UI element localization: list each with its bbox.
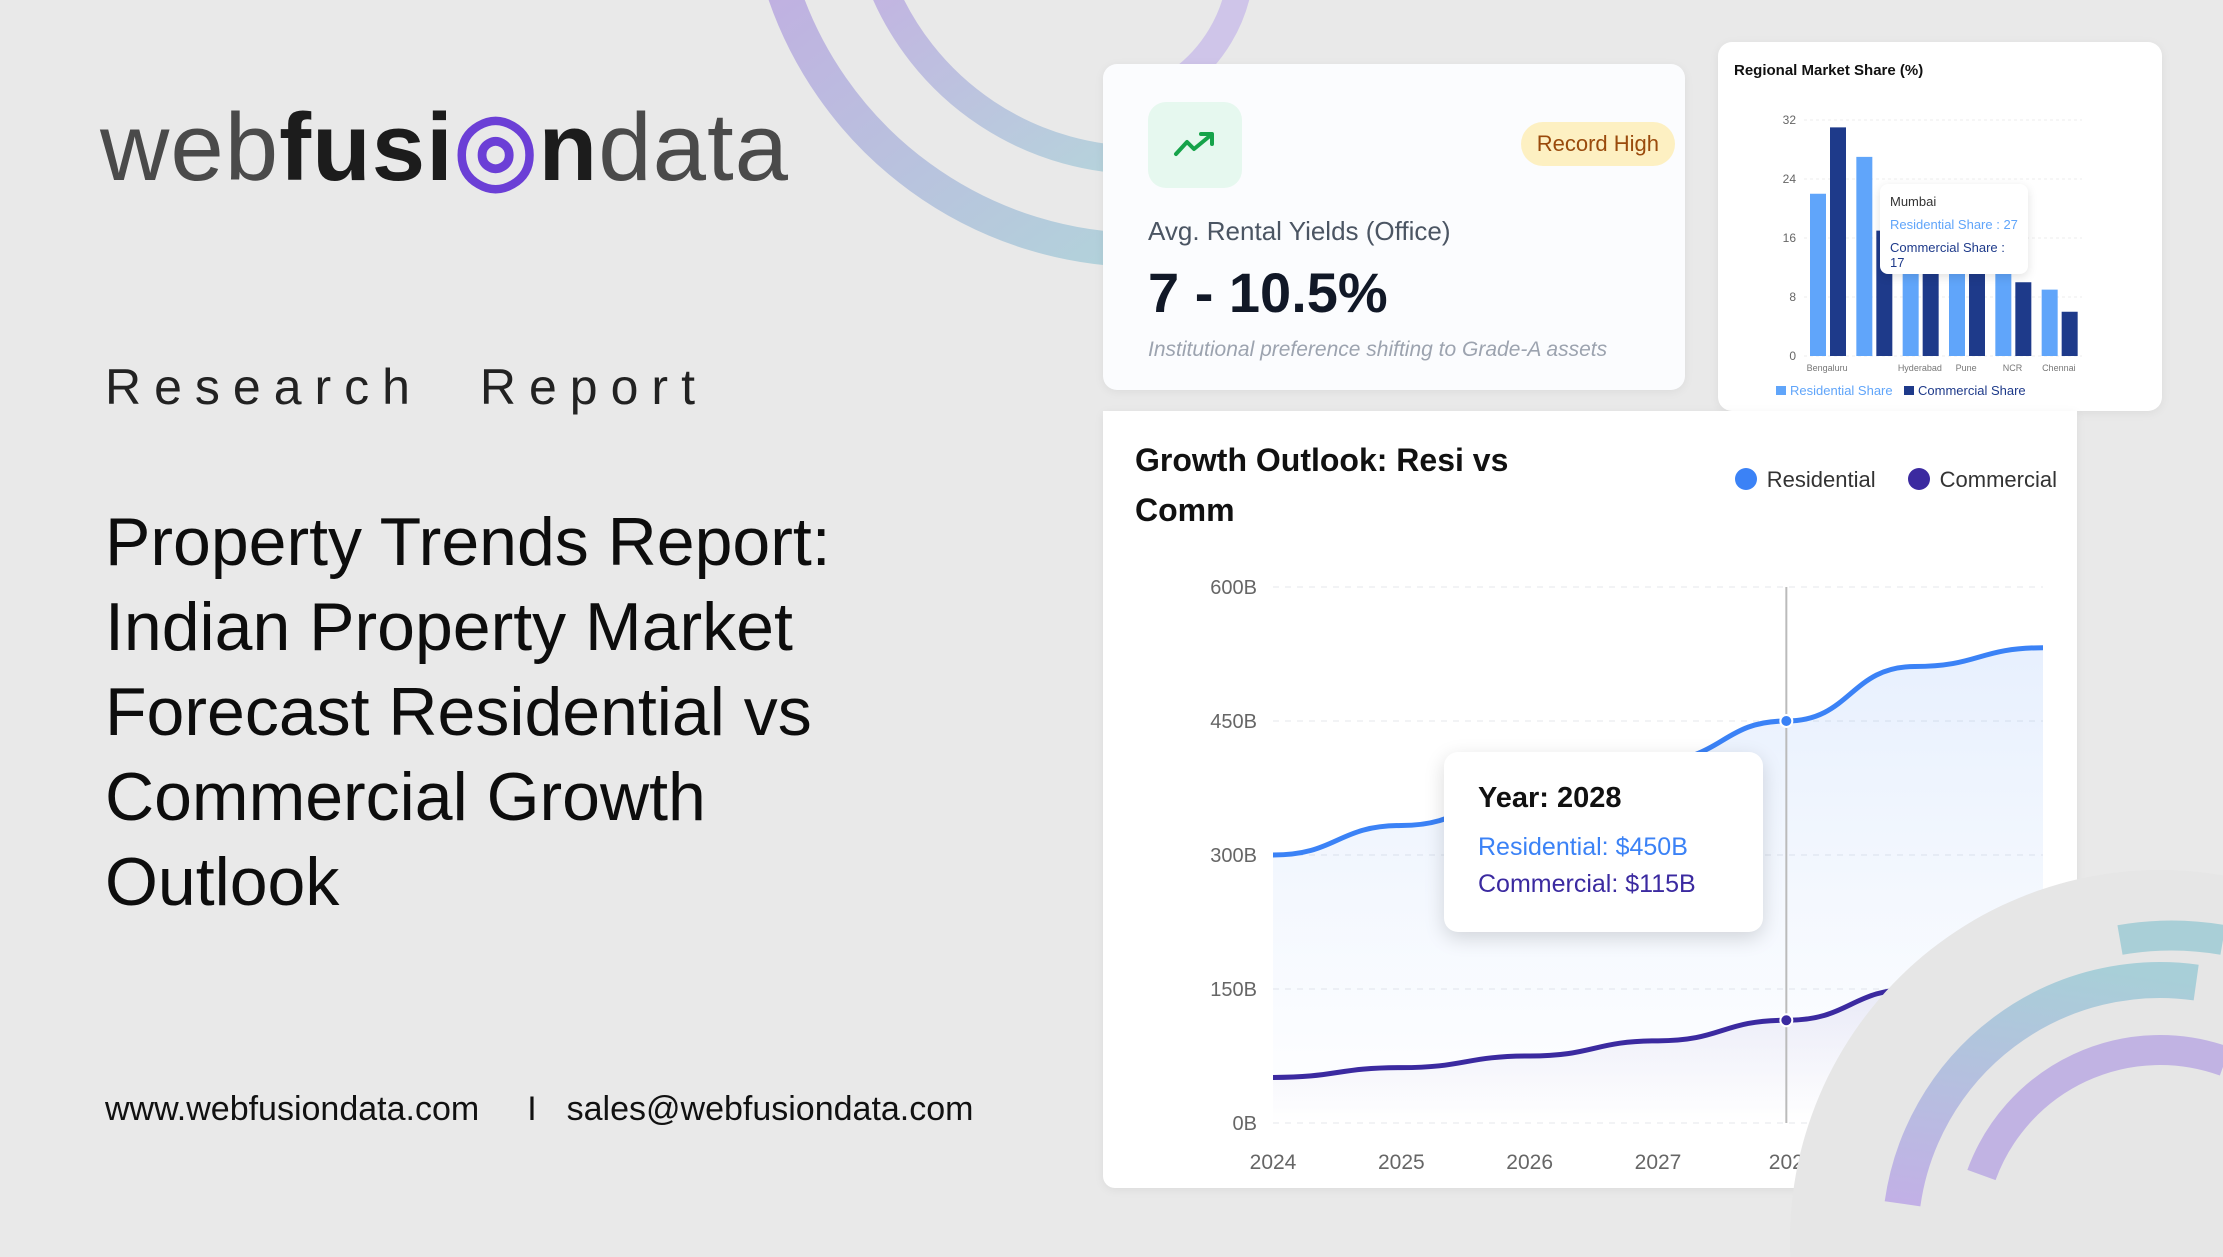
decorative-corner — [1790, 869, 2223, 1257]
x-tick-label: Hyderabad — [1898, 363, 1942, 373]
tooltip-commercial: Commercial Share : 17 — [1890, 240, 2005, 270]
bar-residential-share — [1856, 156, 1873, 356]
active-point — [1779, 714, 1794, 728]
legend-swatch — [1904, 386, 1914, 395]
active-point — [1779, 1013, 1794, 1028]
line-chart-title: Growth Outlook: Resi vs Comm — [1135, 442, 1509, 528]
x-tick-label: Chennai — [2042, 363, 2076, 373]
kpi-note: Institutional preference shifting to Gra… — [1148, 338, 1608, 361]
bar-tooltip: Mumbai Residential Share : 27 Commercial… — [1880, 184, 2028, 274]
y-tick-label: 32 — [1783, 113, 1797, 127]
kpi-label: Avg. Rental Yields (Office) — [1148, 216, 1451, 246]
bar-commercial-share — [1922, 260, 1939, 356]
y-tick-label: 150B — [1210, 979, 1257, 1001]
x-tick-label: NCR — [2003, 363, 2023, 373]
email-link[interactable]: sales@webfusiondata.com — [566, 1090, 974, 1128]
x-tick-label: 2025 — [1378, 1151, 1425, 1174]
legend-label: Commercial Share — [1918, 383, 2026, 398]
rental-yield-card: Record High Avg. Rental Yields (Office) … — [1103, 64, 1685, 390]
bar-commercial-share — [2015, 282, 2032, 356]
kpi-value: 7 - 10.5% — [1148, 261, 1388, 324]
tooltip-residential: Residential: $450B — [1478, 833, 1688, 861]
legend-dot-icon — [1734, 468, 1757, 490]
legend-label: Residential — [1766, 467, 1876, 492]
bar-residential-share — [1810, 193, 1826, 356]
y-tick-label: 16 — [1783, 231, 1797, 245]
x-tick-label: 2024 — [1250, 1151, 1297, 1174]
legend-label: Residential Share — [1790, 383, 1893, 398]
y-tick-label: 0B — [1233, 1113, 1257, 1135]
website-link[interactable]: www.webfusiondata.com — [105, 1090, 480, 1128]
tooltip-commercial: Commercial: $115B — [1478, 870, 1696, 898]
trending-up-icon — [1148, 102, 1242, 188]
logo: webfusi◎ndata — [100, 94, 790, 201]
bar-residential-share — [1995, 252, 2012, 356]
legend-residential[interactable]: Residential — [1734, 467, 1876, 493]
x-tick-label: 202 — [1769, 1151, 1804, 1174]
legend-commercial[interactable]: Commercial — [1907, 467, 2057, 493]
y-tick-label: 450B — [1210, 711, 1257, 733]
line-tooltip: Year: 2028 Residential: $450B Commercial… — [1444, 752, 1763, 932]
x-tick-label: Pune — [1956, 363, 1977, 373]
y-tick-label: 8 — [1789, 290, 1796, 304]
bar-chart: 0 8 16 24 32 Bengaluru Hyderabad Pune NCR Chennai… — [1776, 113, 2082, 398]
bar-commercial-share — [1830, 127, 1846, 356]
x-tick-label: 2027 — [1635, 1151, 1682, 1174]
x-tick-label: Bengaluru — [1807, 363, 1848, 373]
y-tick-label: 300B — [1210, 845, 1257, 867]
record-high-badge: Record High — [1520, 122, 1675, 166]
bar-residential-share — [1902, 252, 1919, 356]
y-tick-label: 0 — [1789, 349, 1796, 363]
y-tick-label: 24 — [1783, 172, 1797, 186]
legend-swatch — [1776, 386, 1786, 395]
page-title: Property Trends Report: Indian Property … — [105, 504, 831, 920]
bar-chart-title: Regional Market Share (%) — [1734, 62, 1924, 79]
bar-commercial-share — [1969, 260, 1985, 356]
tooltip-year: Year: 2028 — [1478, 782, 1622, 814]
legend-dot-icon — [1907, 468, 1930, 490]
tooltip-residential: Residential Share : 27 — [1890, 217, 2018, 232]
bar-residential-share — [1949, 260, 1965, 356]
legend-label: Commercial — [1939, 467, 2057, 492]
bar-residential-share — [2041, 289, 2058, 356]
separator: I — [527, 1090, 537, 1128]
bar-commercial-share — [2061, 311, 2078, 356]
tooltip-category: Mumbai — [1890, 194, 1937, 209]
y-tick-label: 600B — [1210, 577, 1257, 599]
report-type-label: Research Report — [105, 359, 708, 415]
line-legend: Residential Commercial — [1734, 467, 2057, 493]
x-tick-label: 2026 — [1506, 1151, 1553, 1174]
